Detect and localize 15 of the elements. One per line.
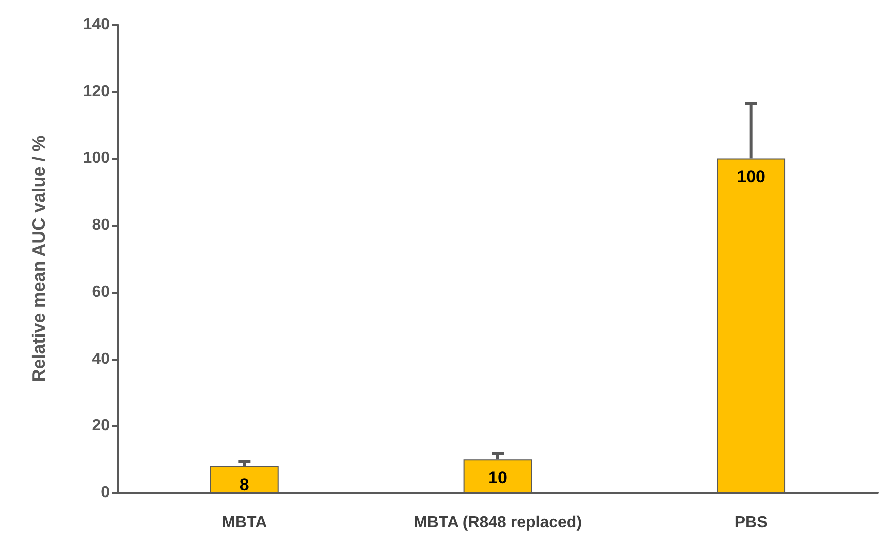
data-label: 8 [240,475,250,494]
x-tick-label: MBTA [222,514,268,532]
y-tick-label: 60 [92,284,110,301]
x-tick-label: MBTA (R848 replaced) [414,514,582,532]
y-tick-label: 40 [92,350,110,368]
y-axis-title: Relative mean AUC value / % [29,136,49,382]
data-label: 10 [488,468,508,488]
y-tick-label: 20 [92,418,110,435]
y-tick-label: 80 [92,217,110,234]
y-tick-label: 0 [101,484,110,502]
y-tick-label: 100 [83,150,110,168]
y-tick-label: 120 [83,83,110,100]
data-label: 100 [737,168,766,187]
y-tick-label: 140 [83,16,110,34]
x-tick-label: PBS [734,514,768,532]
